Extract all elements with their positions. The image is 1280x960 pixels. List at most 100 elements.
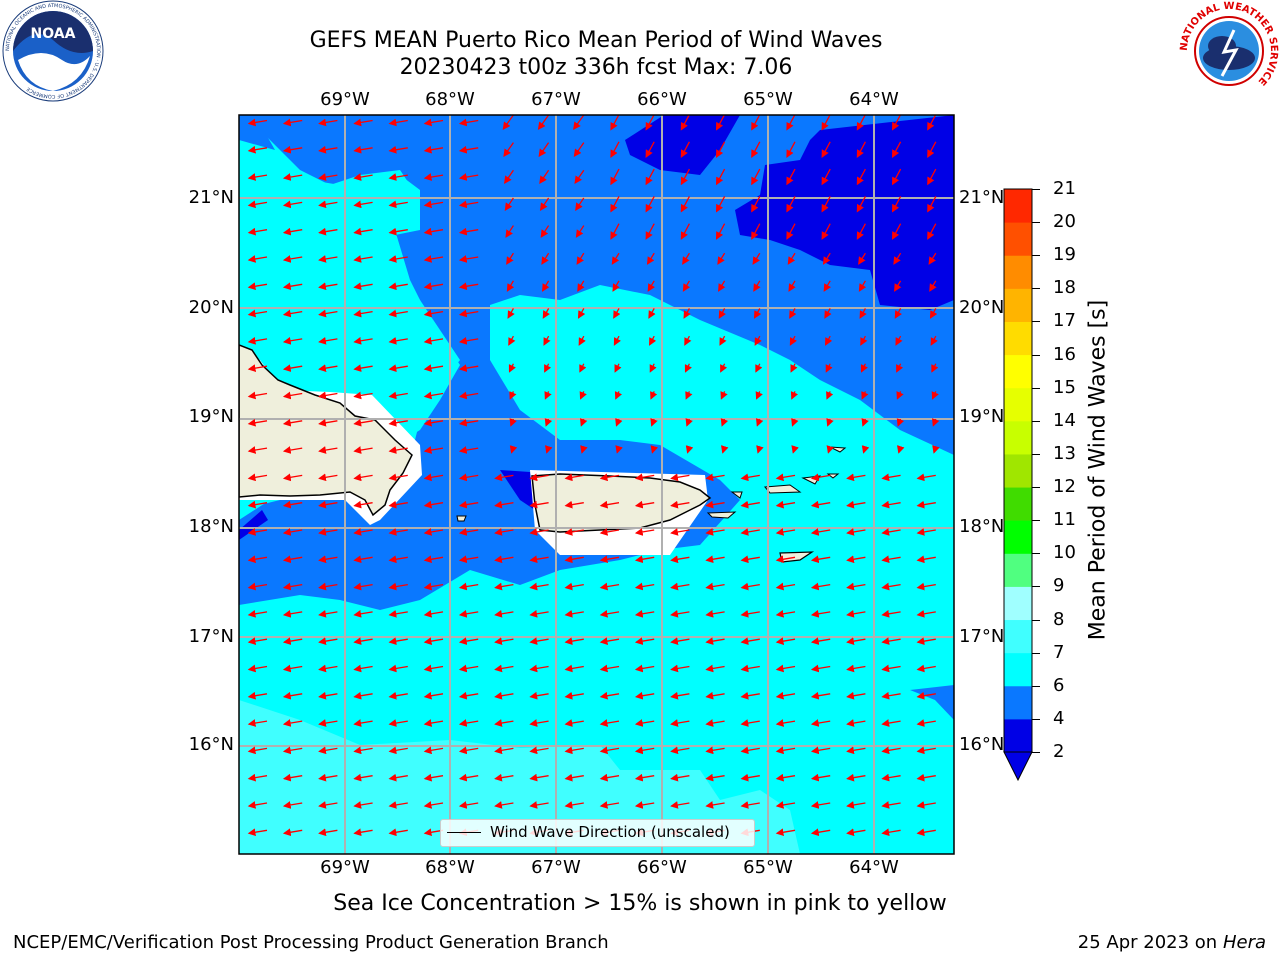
- wind-wave-arrow: [247, 773, 268, 782]
- lat-label-left: 20°N: [188, 297, 234, 318]
- wind-wave-arrow: [846, 691, 866, 700]
- colorbar-tick-label: 6: [1053, 674, 1065, 696]
- wind-wave-arrow: [247, 309, 268, 318]
- wind-wave-arrow: [754, 335, 762, 346]
- wind-wave-arrow: [856, 223, 866, 240]
- wind-wave-arrow: [856, 168, 866, 186]
- wind-wave-arrow: [423, 118, 444, 127]
- wind-wave-arrow: [634, 664, 655, 673]
- wind-wave-arrow: [751, 223, 761, 240]
- wind-wave-arrow: [458, 391, 479, 400]
- colorbar-tick-mark: [1032, 520, 1040, 522]
- wind-wave-arrow: [648, 308, 656, 319]
- wind-wave-arrow: [810, 828, 831, 837]
- wind-wave-arrow: [610, 196, 620, 213]
- wind-wave-arrow: [282, 555, 303, 564]
- lat-label-right: 21°N: [959, 187, 1005, 208]
- wind-wave-arrow: [881, 664, 901, 673]
- lon-label-bottom: 66°W: [637, 857, 687, 878]
- wind-wave-arrow: [458, 637, 479, 645]
- wind-wave-arrow: [634, 746, 655, 755]
- wind-wave-arrow: [715, 115, 726, 131]
- wind-wave-arrow: [494, 609, 514, 618]
- wind-wave-arrow: [810, 473, 831, 482]
- wind-wave-arrow: [282, 637, 303, 645]
- wind-wave-arrow: [775, 773, 796, 782]
- wind-wave-arrow: [353, 200, 373, 209]
- wind-wave-arrow: [247, 391, 268, 400]
- wind-wave-arrow: [634, 719, 655, 727]
- wind-wave-arrow: [353, 719, 373, 727]
- wind-wave-arrow: [810, 637, 831, 645]
- wind-wave-arrow: [718, 308, 726, 319]
- wind-wave-arrow: [318, 282, 338, 291]
- lat-label-right: 17°N: [959, 626, 1005, 647]
- wind-wave-arrow: [458, 801, 479, 809]
- wind-wave-arrow: [645, 141, 655, 158]
- wind-wave-arrow: [753, 280, 761, 292]
- lat-label-left: 19°N: [188, 406, 234, 427]
- colorbar-tick-label: 2: [1053, 741, 1065, 762]
- wind-wave-arrow: [318, 637, 338, 645]
- colorbar-tick-label: 4: [1053, 707, 1065, 729]
- wind-wave-arrow: [846, 828, 866, 837]
- wind-wave-arrow: [826, 445, 835, 454]
- wind-wave-arrow: [613, 308, 621, 319]
- colorbar-segment: [1004, 189, 1032, 223]
- colorbar-segment: [1004, 453, 1032, 488]
- wind-wave-arrow: [353, 691, 373, 700]
- wind-wave-arrow: [705, 637, 725, 645]
- wind-wave-arrow: [388, 746, 408, 755]
- wind-wave-arrow: [916, 746, 936, 755]
- wind-wave-arrow: [529, 691, 549, 700]
- colorbar-segment: [1004, 685, 1032, 720]
- colorbar-segment: [1004, 553, 1032, 587]
- wind-wave-arrow: [353, 173, 373, 181]
- wind-wave-arrow: [353, 255, 373, 263]
- wind-wave-arrow: [508, 335, 516, 346]
- colorbar-tick-mark: [1032, 619, 1040, 621]
- wind-wave-arrow: [318, 609, 338, 618]
- wind-wave-arrow: [247, 828, 268, 837]
- wind-wave-arrow: [247, 173, 268, 181]
- wind-wave-arrow: [705, 528, 725, 536]
- wind-wave-arrow: [775, 609, 796, 618]
- wind-wave-arrow: [650, 418, 658, 427]
- wind-wave-arrow: [423, 637, 444, 645]
- legend-label: Wind Wave Direction (unscaled): [490, 823, 730, 841]
- lat-label-right: 19°N: [959, 406, 1005, 427]
- wind-wave-arrow: [810, 500, 831, 509]
- wind-wave-arrow: [423, 528, 444, 536]
- wind-wave-arrow: [705, 500, 725, 509]
- wind-wave-arrow: [504, 169, 514, 184]
- colorbar-tick-label: 15: [1053, 376, 1076, 398]
- wind-wave-arrow: [282, 801, 303, 809]
- wind-wave-arrow: [916, 719, 936, 727]
- wind-wave-arrow: [755, 418, 764, 427]
- period-under-2-patch: [625, 115, 740, 175]
- wind-wave-arrow: [388, 418, 408, 427]
- wind-wave-arrow: [755, 363, 763, 373]
- wind-wave-arrow: [615, 418, 623, 427]
- wind-wave-arrow: [353, 801, 373, 809]
- wind-wave-arrow: [353, 446, 373, 454]
- wind-wave-arrow: [670, 637, 690, 645]
- wind-wave-arrow: [775, 582, 796, 591]
- wind-wave-arrow: [891, 168, 902, 186]
- wind-wave-arrow: [881, 582, 901, 591]
- lon-label-top: 69°W: [320, 89, 370, 110]
- wind-wave-arrow: [928, 252, 937, 265]
- wind-wave-arrow: [788, 280, 796, 292]
- wind-wave-arrow: [599, 582, 620, 591]
- wind-wave-arrow: [740, 773, 760, 782]
- wind-wave-arrow: [282, 446, 303, 454]
- wind-wave-arrow: [494, 473, 514, 482]
- wind-wave-arrow: [860, 335, 868, 346]
- wind-wave-arrow: [318, 664, 338, 673]
- wind-wave-arrow: [685, 445, 694, 454]
- wind-wave-arrow: [529, 555, 549, 564]
- wind-wave-arrow: [574, 169, 585, 184]
- wind-wave-arrow: [775, 637, 796, 645]
- wind-wave-arrow: [810, 746, 831, 755]
- wind-wave-arrow: [861, 391, 869, 400]
